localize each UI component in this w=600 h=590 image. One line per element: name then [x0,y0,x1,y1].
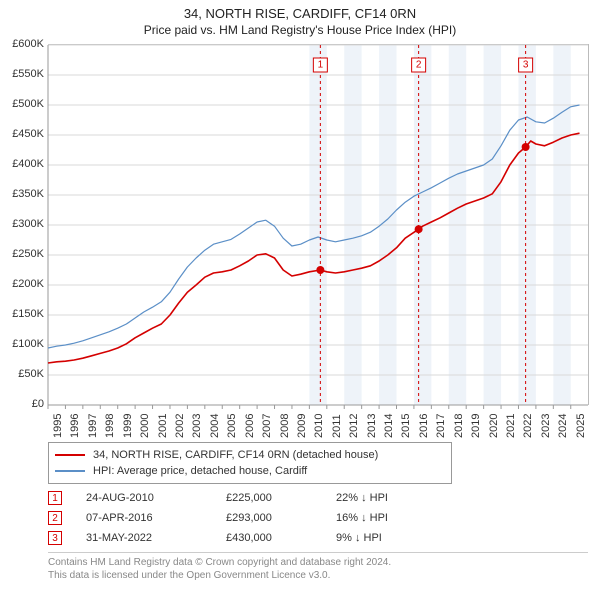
x-tick-label: 2004 [209,414,221,438]
y-tick-label: £300K [0,218,44,230]
event-date: 24-AUG-2010 [86,492,226,504]
x-tick-label: 1998 [104,414,116,438]
chart-subtitle: Price paid vs. HM Land Registry's House … [0,21,600,41]
x-tick-label: 2011 [331,414,343,438]
legend-swatch [55,470,85,472]
x-tick-label: 2022 [522,414,534,438]
x-tick-label: 2010 [313,414,325,438]
x-tick-label: 2021 [505,414,517,438]
y-tick-label: £400K [0,158,44,170]
y-tick-label: £200K [0,278,44,290]
footer-attribution: Contains HM Land Registry data © Crown c… [48,552,588,582]
x-tick-label: 2008 [279,414,291,438]
y-tick-label: £350K [0,188,44,200]
y-tick-label: £550K [0,68,44,80]
legend-swatch [55,454,85,456]
legend-item: 34, NORTH RISE, CARDIFF, CF14 0RN (detac… [55,447,445,463]
event-price: £430,000 [226,532,336,544]
y-tick-label: £150K [0,308,44,320]
event-badge: 2 [48,511,62,525]
x-tick-label: 2003 [191,414,203,438]
legend-box: 34, NORTH RISE, CARDIFF, CF14 0RN (detac… [48,442,452,484]
x-tick-label: 2006 [244,414,256,438]
event-row: 3 31-MAY-2022£430,0009% ↓ HPI [48,528,588,548]
event-diff: 9% ↓ HPI [336,532,456,544]
event-row: 1 24-AUG-2010£225,00022% ↓ HPI [48,488,588,508]
x-tick-label: 2013 [366,414,378,438]
svg-text:3: 3 [523,60,529,71]
footer-line-1: Contains HM Land Registry data © Crown c… [48,556,588,569]
x-tick-label: 2014 [383,414,395,438]
x-tick-label: 1996 [69,414,81,438]
x-tick-label: 2002 [174,414,186,438]
x-tick-label: 2018 [453,414,465,438]
x-tick-label: 2016 [418,414,430,438]
y-tick-label: £0 [0,398,44,410]
legend-label: HPI: Average price, detached house, Card… [93,463,307,479]
y-tick-label: £500K [0,98,44,110]
event-date: 31-MAY-2022 [86,532,226,544]
chart-title: 34, NORTH RISE, CARDIFF, CF14 0RN [0,0,600,21]
x-tick-label: 2019 [470,414,482,438]
x-tick-label: 2005 [226,414,238,438]
event-badge: 1 [48,491,62,505]
x-tick-label: 2025 [575,414,587,438]
x-tick-label: 1997 [87,414,99,438]
x-tick-label: 2007 [261,414,273,438]
event-price: £293,000 [226,512,336,524]
x-tick-label: 2001 [157,414,169,438]
y-tick-label: £50K [0,368,44,380]
plot-area: 1 2 3 [48,44,589,405]
chart-svg: 1 2 3 [48,45,588,405]
event-date: 07-APR-2016 [86,512,226,524]
y-tick-label: £600K [0,38,44,50]
legend-label: 34, NORTH RISE, CARDIFF, CF14 0RN (detac… [93,447,378,463]
x-tick-label: 2024 [557,414,569,438]
x-tick-label: 2009 [296,414,308,438]
event-badge: 3 [48,531,62,545]
event-price: £225,000 [226,492,336,504]
x-tick-label: 2015 [400,414,412,438]
y-tick-label: £100K [0,338,44,350]
svg-text:1: 1 [318,60,324,71]
event-diff: 22% ↓ HPI [336,492,456,504]
y-tick-label: £250K [0,248,44,260]
x-tick-label: 1999 [122,414,134,438]
x-tick-label: 1995 [52,414,64,438]
chart-container: 34, NORTH RISE, CARDIFF, CF14 0RN Price … [0,0,600,590]
event-row: 2 07-APR-2016£293,00016% ↓ HPI [48,508,588,528]
x-tick-label: 2000 [139,414,151,438]
x-tick-label: 2023 [540,414,552,438]
y-tick-label: £450K [0,128,44,140]
x-tick-label: 2012 [348,414,360,438]
footer-line-2: This data is licensed under the Open Gov… [48,569,588,582]
x-tick-label: 2017 [435,414,447,438]
events-table: 1 24-AUG-2010£225,00022% ↓ HPI 2 07-APR-201… [48,488,588,548]
svg-text:2: 2 [416,60,422,71]
x-tick-label: 2020 [488,414,500,438]
legend-item: HPI: Average price, detached house, Card… [55,463,445,479]
event-diff: 16% ↓ HPI [336,512,456,524]
